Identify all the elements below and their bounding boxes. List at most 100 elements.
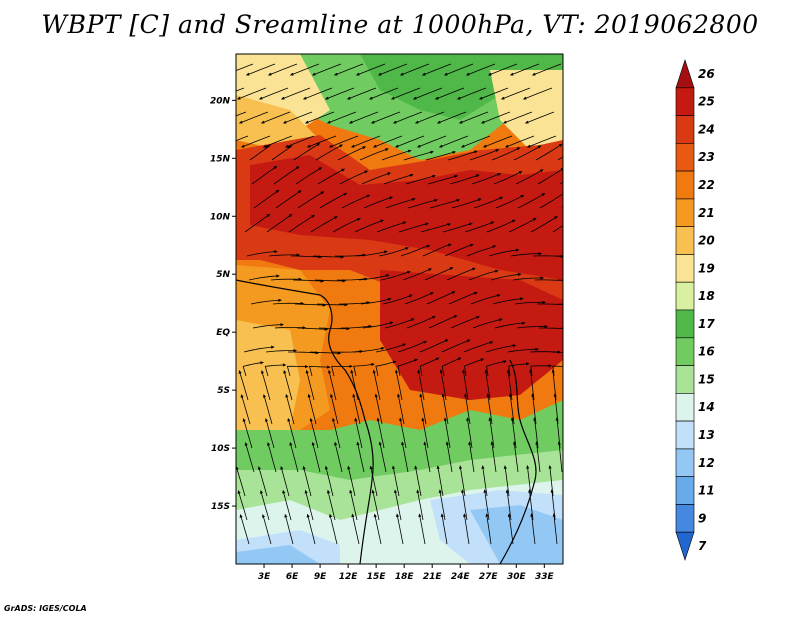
colorbar-segment bbox=[675, 170, 695, 200]
x-tick-label: 3E bbox=[258, 572, 271, 582]
streamline bbox=[372, 135, 403, 148]
streamline bbox=[508, 217, 537, 233]
streamline bbox=[441, 393, 449, 425]
streamline bbox=[363, 196, 394, 209]
y-tick-label: 5S bbox=[217, 386, 230, 396]
streamline bbox=[297, 191, 325, 209]
streamline bbox=[551, 351, 563, 353]
streamline bbox=[485, 344, 517, 353]
streamline bbox=[441, 339, 471, 353]
streamline bbox=[252, 323, 284, 329]
y-axis: 20N 15N 10N 5N EQ 5S 10S 15S bbox=[210, 96, 236, 512]
streamline bbox=[355, 63, 386, 76]
streamline bbox=[451, 198, 482, 209]
streamline bbox=[535, 441, 541, 473]
colorbar-segment bbox=[675, 365, 695, 394]
streamline bbox=[414, 465, 422, 497]
streamline bbox=[458, 111, 489, 124]
colorbar-segment bbox=[675, 226, 695, 255]
streamline bbox=[353, 346, 385, 353]
streamline bbox=[465, 63, 496, 76]
streamline bbox=[329, 513, 338, 545]
streamline bbox=[399, 63, 430, 76]
streamline bbox=[236, 135, 249, 142]
streamline bbox=[539, 191, 563, 209]
streamline bbox=[427, 174, 459, 185]
streamline bbox=[265, 349, 298, 353]
streamline bbox=[309, 417, 319, 449]
streamline bbox=[257, 465, 268, 497]
streamline bbox=[405, 174, 436, 185]
streamline bbox=[535, 143, 563, 161]
streamline bbox=[289, 441, 299, 473]
streamline bbox=[425, 151, 457, 161]
streamline bbox=[417, 369, 425, 401]
streamline bbox=[295, 167, 323, 185]
streamline bbox=[507, 347, 539, 353]
streamline bbox=[239, 514, 250, 545]
streamline bbox=[404, 292, 434, 305]
streamline bbox=[416, 489, 424, 521]
streamline bbox=[517, 193, 546, 209]
streamline bbox=[537, 167, 563, 185]
streamline bbox=[243, 345, 275, 353]
streamline bbox=[352, 393, 361, 425]
streamline bbox=[302, 465, 312, 497]
streamline bbox=[265, 417, 275, 449]
streamline bbox=[438, 135, 469, 148]
streamline bbox=[373, 513, 382, 545]
colorbar-segment bbox=[675, 281, 695, 311]
streamline bbox=[319, 192, 348, 209]
streamline bbox=[403, 150, 434, 161]
streamline bbox=[267, 441, 277, 473]
credit-text: GrADS: IGES/COLA bbox=[4, 604, 87, 613]
streamline bbox=[236, 111, 247, 117]
streamline bbox=[262, 135, 293, 148]
streamline bbox=[238, 111, 269, 124]
colorbar-label: 12 bbox=[698, 456, 715, 470]
streamline bbox=[512, 441, 519, 473]
streamline bbox=[304, 111, 335, 124]
colorbar-label: 18 bbox=[698, 289, 715, 303]
streamline bbox=[275, 190, 302, 209]
streamline bbox=[442, 222, 473, 233]
y-tick-label: 10N bbox=[210, 212, 231, 222]
streamline bbox=[274, 326, 307, 330]
colorbar-segment bbox=[675, 448, 695, 477]
streamline bbox=[347, 465, 356, 497]
streamline bbox=[272, 301, 305, 306]
streamline bbox=[312, 255, 345, 259]
streamline bbox=[362, 321, 394, 329]
streamline bbox=[245, 63, 276, 76]
streamline bbox=[450, 316, 480, 329]
streamline bbox=[552, 513, 558, 545]
streamline bbox=[490, 441, 497, 473]
streamline bbox=[443, 417, 451, 449]
colorbar-segment bbox=[675, 393, 695, 422]
streamline bbox=[368, 87, 399, 100]
streamline bbox=[556, 279, 563, 281]
streamline bbox=[259, 489, 270, 521]
streamline bbox=[507, 513, 514, 545]
streamline bbox=[557, 156, 563, 161]
streamline bbox=[434, 87, 465, 100]
streamline bbox=[246, 250, 278, 257]
streamline bbox=[318, 327, 351, 331]
streamline bbox=[293, 143, 321, 161]
colorbar-segment bbox=[675, 115, 695, 144]
streamline bbox=[324, 465, 334, 497]
streamline bbox=[443, 63, 474, 76]
streamline bbox=[419, 393, 427, 425]
y-tick-label: 15N bbox=[210, 154, 231, 164]
streamline bbox=[377, 63, 408, 76]
streamline bbox=[294, 303, 327, 307]
streamline bbox=[468, 269, 499, 281]
streamline bbox=[428, 315, 458, 329]
streamline bbox=[358, 274, 390, 281]
streamline bbox=[240, 135, 271, 148]
streamline bbox=[236, 87, 245, 92]
streamline bbox=[284, 513, 294, 545]
streamline bbox=[402, 268, 433, 281]
streamline bbox=[339, 301, 371, 305]
streamlines bbox=[236, 63, 563, 545]
